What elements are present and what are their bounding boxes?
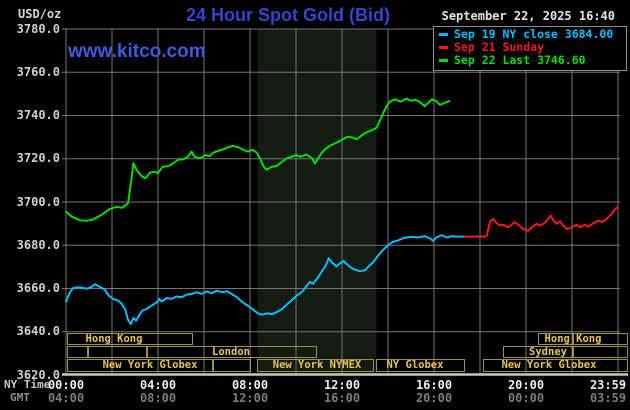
x-tick-ny-time: 04:00 [139,378,177,392]
y-tick-label: 3640.0 [16,324,60,339]
series-line-sep-19-ny-close [65,234,467,325]
session-box-america [257,359,374,372]
session-box-asia [538,333,573,345]
session-label-europe: Sydney [529,346,567,358]
session-label-america: New York Globex [501,359,597,371]
x-tick-gmt-time: 00:00 [507,391,545,405]
legend-row: Sep 21 Sunday [434,41,626,54]
session-box-america [483,359,628,372]
page-title: 24 Hour Spot Gold (Bid) [186,5,390,25]
x-tick-ny-time: 00:00 [47,378,85,392]
y-tick-label: 3700.0 [16,194,60,209]
session-box-europe [503,346,573,358]
x-axis-gmt-label: GMT [10,391,30,404]
legend-dash-icon [439,59,448,62]
session-box-asia [573,333,628,345]
session-label-asia: Hong Kong [85,333,143,345]
legend-row: Sep 19 NY close 3684.00 [434,28,626,41]
legend-dash-icon [439,46,448,49]
session-box-america [213,359,251,372]
session-box-america [376,359,465,372]
x-tick-gmt-time: 16:00 [323,391,361,405]
y-axis-unit-label: USD/oz [18,7,62,21]
session-box-europe [573,346,628,358]
y-tick-label: 3760.0 [16,64,60,79]
session-label-america: New York NYMEX [272,359,362,371]
x-tick-ny-time: 12:00 [323,378,361,392]
x-tick-gmt-time: 20:00 [415,391,453,405]
session-label-asia: Hong Kong [544,333,602,345]
session-box-america [67,359,213,372]
series-line-sep-22-last [65,97,451,222]
legend-label: Sep 19 NY close 3684.00 [454,27,614,41]
session-box-europe [88,346,147,358]
session-label-america: New York Globex [102,359,198,371]
y-tick-label: 3720.0 [16,151,60,166]
x-tick-ny-time: 23:59 [589,378,627,392]
y-tick-label: 3660.0 [16,281,60,295]
chart-datetime: September 22, 2025 16:40 [441,9,615,23]
x-tick-ny-time: 20:00 [507,378,545,392]
legend-label: Sep 22 Last 3746.60 [454,53,586,67]
x-tick-gmt-time: 08:00 [139,391,177,405]
legend-label: Sep 21 Sunday [454,40,545,54]
legend-dash-icon [439,33,448,36]
x-axis-ny-time-label: NY Time [4,378,51,391]
series-line-sep-21-sunday [464,206,619,238]
x-tick-gmt-time: 03:59 [589,391,627,405]
session-label-europe: London [212,346,250,358]
y-tick-label: 3620.0 [16,367,60,382]
y-tick-label: 3780.0 [16,21,60,36]
x-tick-ny-time: 16:00 [415,378,453,392]
kitco-watermark-link[interactable]: www.kitco.com [68,41,206,62]
session-label-america: NY Globex [386,359,444,371]
x-tick-ny-time: 08:00 [231,378,269,392]
session-box-europe [147,346,317,358]
x-tick-gmt-time: 12:00 [231,391,269,405]
x-tick-gmt-time: 04:00 [47,391,85,405]
legend: Sep 19 NY close 3684.00 Sep 21 Sunday Sep … [433,26,627,71]
session-box-europe [67,346,88,358]
y-tick-label: 3680.0 [16,237,60,252]
session-box-asia [67,333,193,345]
y-tick-label: 3740.0 [16,108,60,122]
legend-row: Sep 22 Last 3746.60 [434,54,626,67]
